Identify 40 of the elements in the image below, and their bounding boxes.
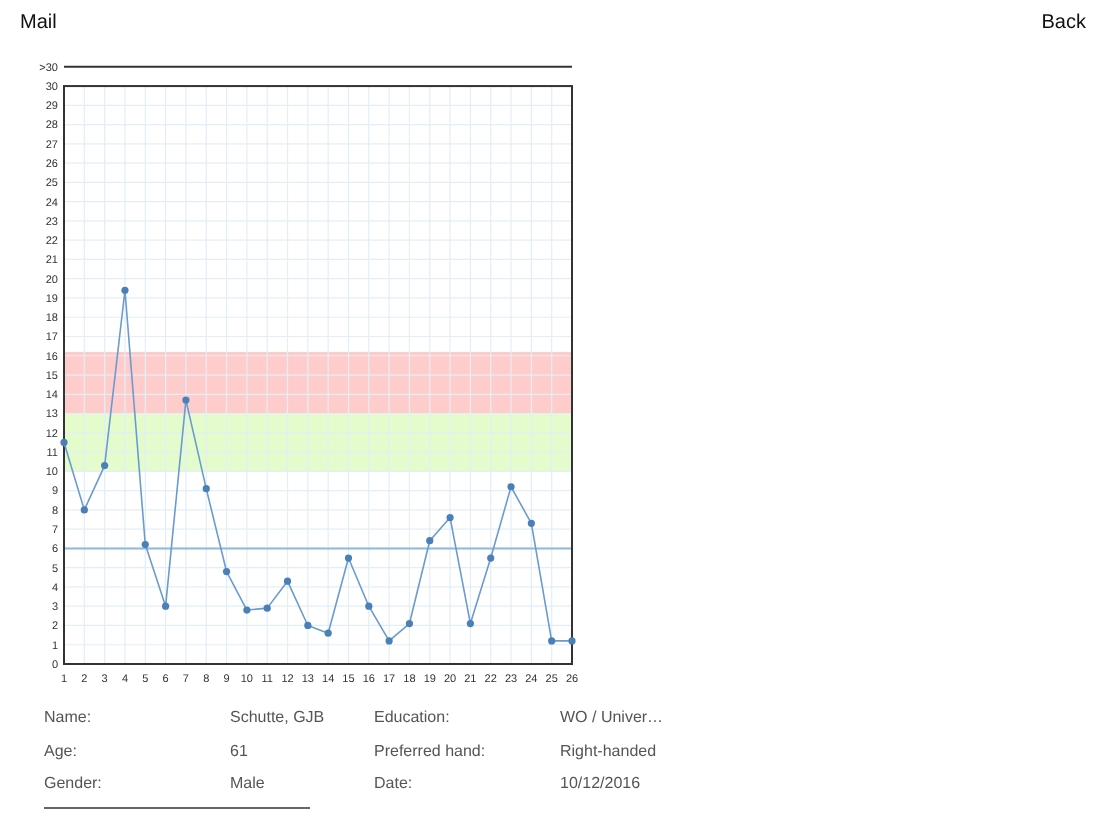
point xyxy=(60,438,68,447)
text: Mail xyxy=(20,12,57,34)
point xyxy=(365,602,373,610)
point xyxy=(304,621,312,630)
point xyxy=(182,396,190,404)
point xyxy=(385,637,393,645)
point xyxy=(487,554,495,562)
text: Right-handed xyxy=(560,742,657,760)
point xyxy=(141,540,149,549)
point xyxy=(405,619,414,628)
point xyxy=(80,506,88,514)
text: Back xyxy=(1041,12,1088,34)
text: Preferred hand: xyxy=(374,742,486,760)
point xyxy=(527,519,535,527)
point xyxy=(283,577,292,585)
text: Gender: xyxy=(44,774,102,792)
text: 61 xyxy=(230,742,249,760)
text: WO / Univer… xyxy=(560,708,664,726)
text: Education: xyxy=(374,708,450,726)
point xyxy=(344,554,353,562)
text: Name: xyxy=(44,708,92,726)
point xyxy=(263,604,271,612)
point xyxy=(121,286,129,294)
text: Date: xyxy=(374,774,413,792)
text: 10/12/2016 xyxy=(560,774,642,792)
point xyxy=(548,637,556,645)
point xyxy=(466,619,474,628)
point xyxy=(202,485,210,493)
point xyxy=(426,537,434,545)
point xyxy=(222,567,231,576)
point xyxy=(446,513,454,522)
point xyxy=(243,606,251,614)
text: Age: xyxy=(44,742,77,760)
point xyxy=(324,629,332,637)
text: Male xyxy=(230,774,266,792)
point xyxy=(507,483,515,491)
point xyxy=(101,461,109,470)
point xyxy=(568,637,576,645)
text: Schutte, GJB xyxy=(230,708,325,726)
point xyxy=(162,602,170,610)
